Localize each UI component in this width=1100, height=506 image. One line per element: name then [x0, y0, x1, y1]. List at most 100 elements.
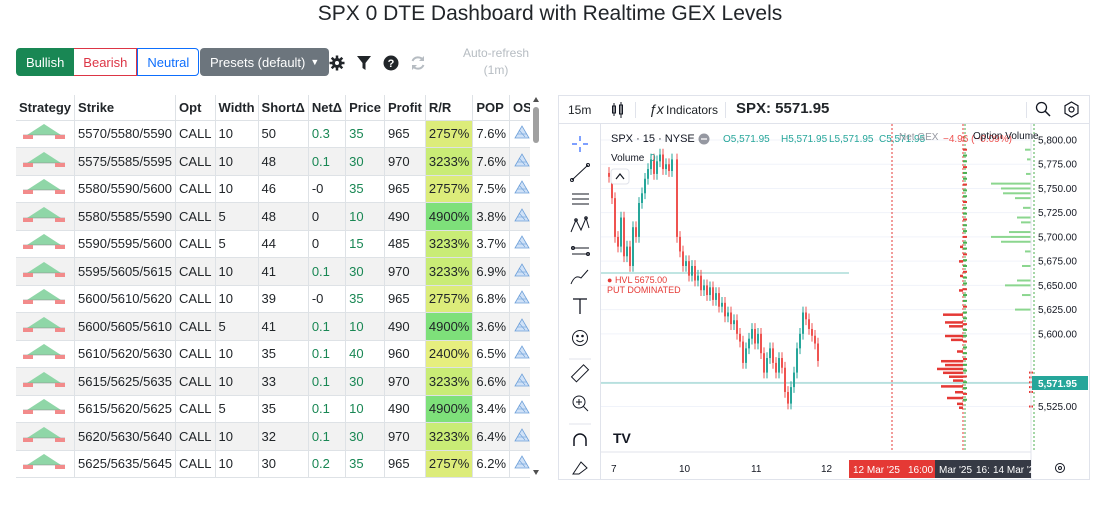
emoji-icon[interactable] — [572, 330, 588, 346]
table-row[interactable]: 5600/5605/5610 CALL 5 41 0.1 10 490 4900% 3.6% — [16, 312, 530, 341]
bearish-button[interactable]: Bearish — [74, 48, 138, 76]
header-strategy[interactable]: Strategy — [16, 95, 76, 121]
optionstrat-link-cell[interactable] — [509, 312, 530, 341]
gear-icon[interactable] — [329, 55, 345, 71]
optionstrat-link-cell[interactable] — [509, 147, 530, 176]
optionstrat-icon[interactable] — [513, 124, 530, 140]
optionstrat-link-cell[interactable] — [509, 230, 530, 258]
header-profit[interactable]: Profit — [384, 95, 426, 121]
header-rr[interactable]: R/R — [425, 95, 474, 121]
pop-cell: 3.6% — [472, 312, 511, 341]
table-row[interactable]: 5600/5610/5620 CALL 10 39 -0 35 965 2757% 6.8% — [16, 285, 530, 313]
optionstrat-icon[interactable] — [513, 289, 530, 305]
opt-cell: CALL — [175, 120, 216, 148]
header-net-delta[interactable]: NetΔ — [308, 95, 347, 121]
optionstrat-icon[interactable] — [513, 262, 530, 278]
net-delta-cell: 0.1 — [308, 257, 347, 286]
function-icon[interactable]: ƒx — [649, 101, 664, 117]
table-row[interactable]: 5615/5625/5635 CALL 10 33 0.1 30 970 3233% 6.6% — [16, 367, 530, 396]
optionstrat-link-cell[interactable] — [509, 202, 530, 231]
optionstrat-link-cell[interactable] — [509, 120, 530, 148]
table-row[interactable]: 5575/5585/5595 CALL 10 48 0.1 30 970 3233% 7.6% — [16, 147, 530, 176]
neutral-button[interactable]: Neutral — [137, 48, 200, 76]
collapse-legend-button[interactable] — [610, 168, 630, 185]
table-row[interactable]: 5595/5605/5615 CALL 10 41 0.1 30 970 3233% 6.9% — [16, 257, 530, 286]
candle-body — [778, 358, 780, 373]
optionstrat-link-cell[interactable] — [509, 367, 530, 396]
table-row[interactable]: 5580/5585/5590 CALL 5 48 0 10 490 4900% 3.8% — [16, 202, 530, 231]
text-tool-icon[interactable] — [573, 298, 587, 314]
optionstrat-icon[interactable] — [513, 317, 530, 333]
gex-bar-negative — [949, 325, 963, 328]
zoom-icon[interactable] — [1035, 101, 1051, 117]
settings-icon[interactable] — [1063, 101, 1080, 118]
header-price[interactable]: Price — [345, 95, 385, 121]
optionstrat-link-cell[interactable] — [509, 395, 530, 423]
axis-settings-icon[interactable] — [1055, 463, 1065, 473]
butterfly-payoff-icon — [23, 179, 65, 195]
gex-strip — [963, 375, 967, 378]
candle-body — [694, 265, 696, 281]
fib-lines-icon[interactable] — [572, 193, 589, 205]
header-os[interactable]: OS — [509, 95, 530, 121]
candles-icon[interactable] — [611, 102, 625, 118]
magnet-icon[interactable] — [573, 433, 587, 446]
optionstrat-link-cell[interactable] — [509, 450, 530, 478]
optionstrat-icon[interactable] — [513, 207, 530, 223]
ruler-icon[interactable] — [570, 364, 590, 383]
presets-dropdown[interactable]: Presets (default) ▼ — [200, 48, 330, 76]
indicators-button[interactable]: Indicators — [666, 103, 719, 117]
opt-cell: CALL — [175, 422, 216, 451]
optionstrat-icon[interactable] — [513, 179, 530, 195]
header-strike[interactable]: Strike — [74, 95, 177, 121]
optionstrat-link-cell[interactable] — [509, 285, 530, 313]
interval-selector[interactable]: 15m — [568, 103, 592, 117]
optionstrat-icon[interactable] — [513, 372, 530, 388]
butterfly-payoff-icon — [23, 316, 65, 332]
optionstrat-icon[interactable] — [513, 427, 530, 443]
optionstrat-icon[interactable] — [513, 152, 530, 168]
table-row[interactable]: 5570/5580/5590 CALL 10 50 0.3 35 965 2757% 7.6% — [16, 120, 530, 148]
opt-cell: CALL — [175, 450, 216, 478]
table-row[interactable]: 5625/5635/5645 CALL 10 30 0.2 35 965 2757% 6.2% — [16, 450, 530, 478]
optionstrat-link-cell[interactable] — [509, 422, 530, 451]
bullish-button[interactable]: Bullish — [16, 48, 75, 76]
table-row[interactable]: 5615/5620/5625 CALL 5 35 0.1 10 490 4900% 3.4% — [16, 395, 530, 423]
table-row[interactable]: 5620/5630/5640 CALL 10 32 0.1 30 970 3233% 6.4% — [16, 422, 530, 451]
table-scrollbar[interactable] — [531, 95, 541, 478]
table-row[interactable]: 5610/5620/5630 CALL 10 35 0.1 40 960 2400% 6.5% — [16, 340, 530, 368]
table-header-row: Strategy Strike Opt Width ShortΔ NetΔ Pr… — [16, 95, 530, 121]
brush-icon[interactable] — [570, 269, 589, 285]
butterfly-payoff-icon — [23, 454, 65, 470]
optionstrat-link-cell[interactable] — [509, 175, 530, 203]
header-opt[interactable]: Opt — [175, 95, 216, 121]
table-row[interactable]: 5590/5595/5600 CALL 5 44 0 15 485 3233% 3.7% — [16, 230, 530, 258]
gex-strip — [963, 166, 967, 169]
help-icon[interactable]: ? — [383, 55, 399, 71]
header-short-delta[interactable]: ShortΔ — [258, 95, 309, 121]
trend-line-icon[interactable] — [570, 163, 590, 182]
candle-body — [641, 193, 643, 203]
header-width[interactable]: Width — [215, 95, 259, 121]
auto-refresh-interval: (1m) — [483, 63, 509, 77]
optionstrat-icon[interactable] — [513, 454, 530, 470]
pattern-icon[interactable] — [570, 216, 590, 233]
crosshair-icon[interactable] — [572, 136, 588, 152]
candle-body — [745, 348, 747, 363]
optionstrat-icon[interactable] — [513, 399, 530, 415]
table-row[interactable]: 5580/5590/5600 CALL 10 46 -0 35 965 2757% 7.5% — [16, 175, 530, 203]
forecast-icon[interactable] — [571, 246, 590, 256]
rr-cell: 2757% — [425, 450, 474, 478]
optionstrat-icon[interactable] — [513, 234, 530, 250]
optionstrat-icon[interactable] — [513, 344, 530, 360]
price-tick: 5,800.00 — [1038, 136, 1077, 147]
lock-drawings-icon[interactable] — [572, 461, 588, 475]
zoom-in-icon[interactable] — [572, 395, 589, 412]
header-pop[interactable]: POP — [472, 95, 511, 121]
optionstrat-link-cell[interactable] — [509, 257, 530, 286]
chart-canvas[interactable]: SPX · 15 · NYSE O5,571.95 H5,571.95 L5,5… — [601, 124, 1089, 480]
refresh-icon[interactable] — [410, 55, 426, 71]
optionstrat-link-cell[interactable] — [509, 340, 530, 368]
filter-icon[interactable] — [356, 55, 372, 71]
time-tag-1-date: 12 Mar '25 — [853, 465, 900, 476]
